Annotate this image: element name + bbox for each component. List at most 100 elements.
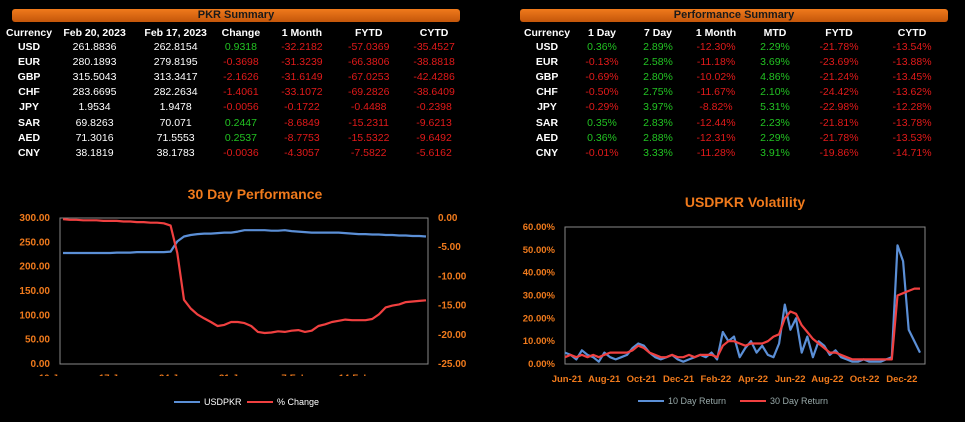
currency-code: JPY	[19, 101, 39, 114]
table-cell: 262.8154	[153, 40, 198, 53]
table-cell: -13.88%	[892, 55, 932, 68]
y-tick-label: 60.00%	[523, 222, 556, 233]
column-header: 7 Day	[643, 26, 673, 39]
x-tick-label: Oct-22	[850, 374, 880, 385]
y-tick-label: 0.00%	[528, 359, 555, 370]
legend-swatch	[638, 399, 664, 403]
currency-code: EUR	[535, 55, 559, 68]
chart-title-30-day: 30 Day Performance	[187, 186, 323, 202]
table-cell: -0.1722	[284, 101, 320, 114]
y2-tick-label: 0.00	[438, 213, 458, 224]
column-header: Feb 17, 2023	[144, 26, 207, 39]
table-row: EUR -0.13% 2.58% -11.18% 3.69% -23.69% -13.88%	[521, 54, 949, 69]
column-header: CYTD	[419, 26, 449, 39]
series-line-usdpkr	[63, 229, 427, 255]
currency-code: SAR	[17, 116, 41, 129]
currency-code: USD	[535, 40, 559, 53]
currency-code: CHF	[18, 86, 40, 99]
table-cell: -8.6849	[284, 116, 320, 129]
x-tick-label: Aug-22	[811, 374, 843, 385]
table-row: JPY -0.29% 3.97% -8.82% 5.31% -22.98% -12.28%	[521, 100, 949, 115]
y2-tick-label: -10.00	[438, 271, 467, 282]
table-cell: 1.9478	[159, 101, 192, 114]
table-cell: -13.53%	[892, 131, 932, 144]
table-cell: -0.2398	[416, 101, 452, 114]
table-cell: -15.5322	[347, 131, 390, 144]
table-cell: -38.6409	[413, 86, 455, 99]
table-cell: 0.36%	[587, 40, 617, 53]
column-header: Feb 20, 2023	[63, 26, 126, 39]
table-row: CNY -0.01% 3.33% -11.28% 3.91% -19.86% -14.71%	[521, 145, 949, 160]
column-header: Change	[221, 26, 261, 39]
table-cell: -1.4061	[223, 86, 259, 99]
performance-summary-title: Performance Summary	[520, 9, 948, 22]
y-tick-label: 150.00	[19, 286, 50, 297]
currency-code: AED	[535, 131, 559, 144]
chart-usdpkr-volatility: 60.00% 50.00% 40.00% 30.00% 20.00% 10.00% 0.00…	[523, 222, 926, 385]
table-row: AED 0.36% 2.88% -12.31% 2.29% -21.78% -13.53%	[521, 130, 949, 145]
table-cell: 3.91%	[760, 146, 790, 159]
table-cell: 0.36%	[587, 131, 617, 144]
x-tick-label: Oct-21	[627, 374, 657, 385]
performance-summary-table: Currency 1 Day 7 Day 1 Month MTD FYTD CYTD USD…	[521, 26, 949, 161]
legend-swatch	[740, 399, 766, 403]
x-tick-label: Dec-22	[886, 374, 917, 385]
table-cell: -38.8818	[413, 55, 455, 68]
pkr-summary-table: Currency Feb 20, 2023 Feb 17, 2023 Change 1 …	[6, 26, 467, 161]
column-header: 1 Month	[695, 26, 737, 39]
x-tick-label: 31-Jan	[219, 373, 249, 376]
y-tick-label: 250.00	[19, 237, 50, 248]
table-cell: 0.9318	[224, 40, 257, 53]
currency-code: CNY	[17, 146, 41, 159]
table-cell: -21.78%	[819, 40, 859, 53]
table-row: CHF 283.6695 282.2634 -1.4061 -33.1072 -69.28…	[6, 85, 467, 100]
y-tick-label: 40.00%	[523, 268, 556, 279]
table-cell: 2.10%	[760, 86, 790, 99]
legend-label: 10 Day Return	[668, 396, 727, 406]
y-tick-label: 20.00%	[523, 313, 556, 324]
table-cell: 0.35%	[587, 116, 617, 129]
table-cell: -8.82%	[699, 101, 733, 114]
table-cell: 38.1819	[75, 146, 114, 159]
table-cell: -0.29%	[585, 101, 619, 114]
y2-tick-label: -20.00	[438, 330, 467, 341]
table-cell: -14.71%	[892, 146, 932, 159]
table-cell: -13.62%	[892, 86, 932, 99]
table-cell: 280.1893	[72, 55, 117, 68]
table-cell: -11.18%	[696, 55, 736, 68]
table-cell: -2.1626	[223, 70, 259, 83]
y-tick-label: 30.00%	[523, 291, 556, 302]
table-cell: 283.6695	[72, 86, 117, 99]
column-header: Currency	[6, 26, 53, 39]
table-cell: -13.54%	[892, 40, 932, 53]
x-tick-label: 17-Jan	[99, 373, 129, 376]
table-cell: 3.69%	[760, 55, 790, 68]
currency-code: JPY	[537, 101, 557, 114]
y-tick-label: 50.00	[25, 335, 50, 346]
table-cell: -35.4527	[413, 40, 455, 53]
currency-code: GBP	[17, 70, 41, 83]
table-cell: -57.0369	[347, 40, 390, 53]
y-tick-label: 10.00%	[523, 336, 556, 347]
plot-area	[564, 226, 926, 365]
column-header: Currency	[523, 26, 571, 39]
table-cell: -12.30%	[696, 40, 736, 53]
table-row: GBP 315.5043 313.3417 -2.1626 -31.6149 -67.02…	[6, 69, 467, 84]
legend-swatch	[247, 400, 273, 404]
table-cell: 2.89%	[643, 40, 673, 53]
column-header: CYTD	[897, 26, 927, 39]
table-cell: 1.9534	[78, 101, 111, 114]
table-cell: 69.8263	[75, 116, 114, 129]
x-tick-label: Apr-22	[738, 374, 768, 385]
x-tick-label: Jun-21	[552, 374, 583, 385]
table-cell: -8.7753	[284, 131, 320, 144]
x-tick-label: 7-Feb	[281, 373, 307, 376]
series-line-pct-change	[62, 218, 427, 335]
table-cell: -0.69%	[585, 70, 619, 83]
table-cell: -21.24%	[819, 70, 859, 83]
table-cell: 3.33%	[643, 146, 673, 159]
table-cell: -12.28%	[892, 101, 932, 114]
table-cell: -31.6149	[281, 70, 323, 83]
x-tick-label: Aug-21	[588, 374, 621, 385]
legend-10-day-return: 10 Day Return	[638, 396, 726, 406]
